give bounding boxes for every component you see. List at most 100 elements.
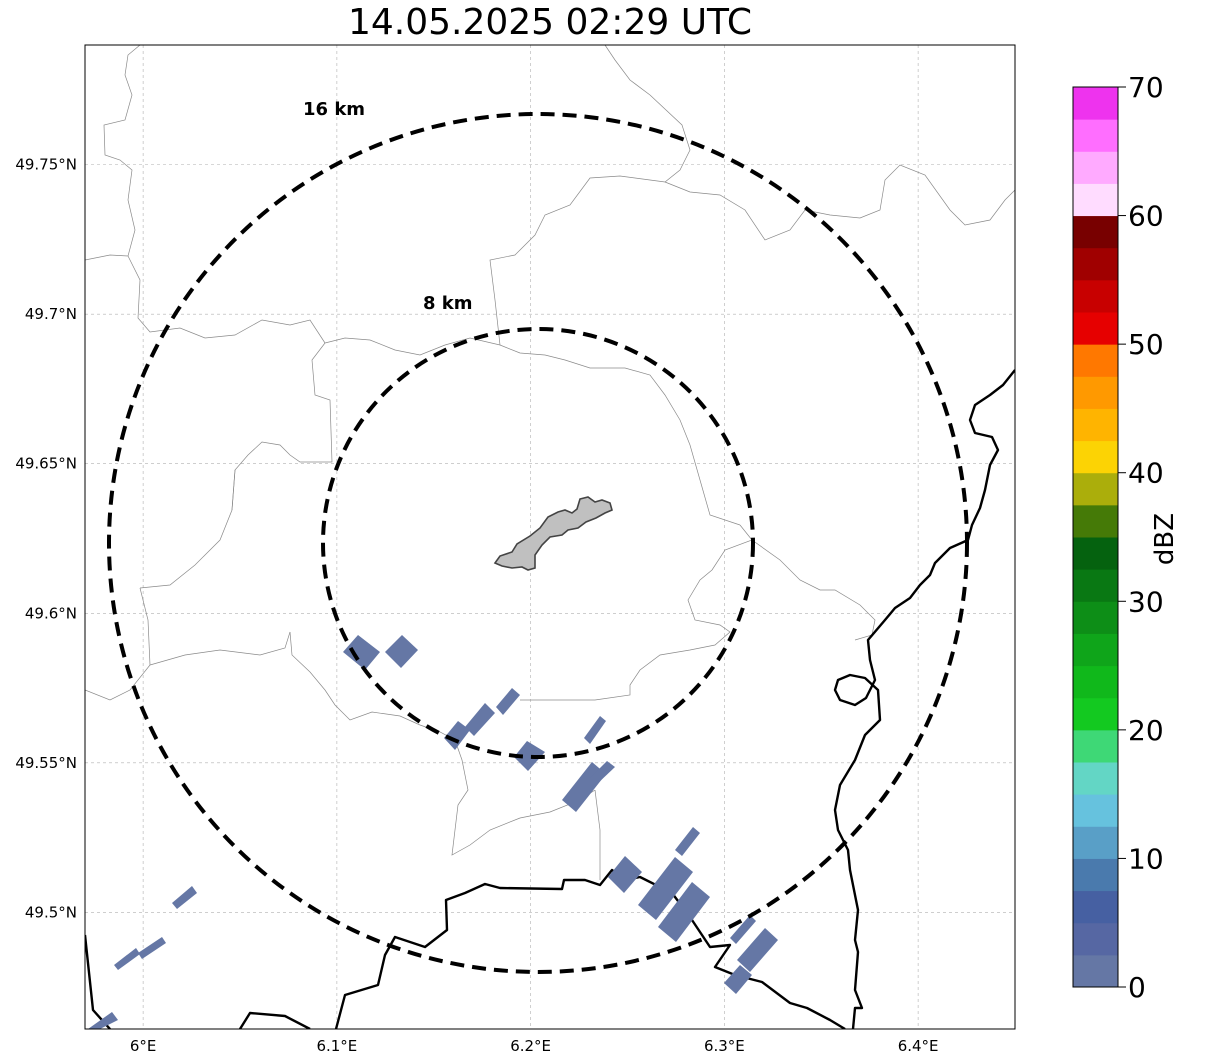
- border-line: [238, 1011, 311, 1029]
- colorbar-block: [1073, 440, 1118, 474]
- colorbar-block: [1073, 858, 1118, 892]
- boundary-line: [499, 344, 741, 526]
- colorbar-block: [1073, 408, 1118, 442]
- radar-echo: [730, 915, 756, 944]
- lon-tick-label: 6.4°E: [898, 1037, 939, 1055]
- colorbar-tick-label: 70: [1128, 71, 1164, 104]
- boundary-line: [489, 45, 691, 346]
- ring-label-16km: 16 km: [303, 99, 365, 120]
- lat-tick-label: 49.75°N: [15, 156, 77, 174]
- colorbar-block: [1073, 183, 1118, 217]
- radar-echo: [658, 882, 710, 942]
- radar-echo: [465, 703, 495, 736]
- colorbar-ticks: 0 10 20 30 40 50 60 70: [1118, 71, 1164, 1004]
- range-ring-16km: [107, 112, 969, 974]
- radar-echoes: [88, 635, 778, 1029]
- colorbar-block: [1073, 826, 1118, 859]
- city-area: [493, 496, 613, 571]
- radar-echo: [724, 965, 752, 994]
- lat-tick-label: 49.7°N: [25, 305, 77, 323]
- colorbar-block: [1073, 87, 1118, 120]
- axis-ticks: 6°E 6.1°E 6.2°E 6.3°E 6.4°E 49.5°N 49.55°N 49.6…: [15, 156, 938, 1055]
- boundary-line: [520, 524, 753, 701]
- lon-tick-label: 6.1°E: [316, 1037, 357, 1055]
- border-line: [833, 369, 1015, 1029]
- colorbar-block: [1073, 504, 1118, 538]
- radar-echo: [514, 741, 545, 771]
- colorbar-block: [1073, 665, 1118, 699]
- colorbar-block: [1073, 215, 1118, 249]
- colorbar-block: [1073, 151, 1118, 184]
- map-title: 14.05.2025 02:29 UTC: [347, 2, 753, 43]
- colorbar-block: [1073, 762, 1118, 795]
- boundary-line: [751, 539, 876, 641]
- radar-echo: [608, 856, 642, 893]
- colorbar-label: dBZ: [1150, 512, 1180, 566]
- boundary-line: [324, 337, 501, 356]
- radar-echo: [638, 857, 693, 920]
- radar-echo: [590, 761, 615, 785]
- colorbar-block: [1073, 472, 1118, 506]
- lon-tick-label: 6.2°E: [510, 1037, 551, 1055]
- radar-echo: [737, 928, 778, 972]
- lat-tick-label: 49.65°N: [15, 455, 77, 473]
- boundary-line: [594, 789, 601, 880]
- radar-echo: [343, 635, 380, 670]
- colorbar-tick-label: 20: [1128, 714, 1164, 747]
- municipal-boundaries: [85, 45, 1015, 880]
- colorbar-block: [1073, 601, 1118, 634]
- colorbar-block: [1073, 247, 1118, 281]
- colorbar-block: [1073, 633, 1118, 667]
- colorbar-block: [1073, 954, 1118, 988]
- lat-tick-label: 49.5°N: [25, 903, 77, 921]
- colorbar-block: [1073, 794, 1118, 827]
- colorbar-block: [1073, 537, 1118, 570]
- colorbar-block: [1073, 729, 1118, 763]
- radar-echo: [385, 635, 418, 668]
- colorbar-block: [1073, 376, 1118, 409]
- boundary-line: [85, 45, 141, 261]
- lon-tick-label: 6.3°E: [704, 1037, 745, 1055]
- colorbar-block: [1073, 119, 1118, 152]
- colorbar-block: [1073, 922, 1118, 956]
- radar-echo: [675, 827, 700, 856]
- radar-echo: [496, 688, 520, 715]
- ring-label-8km: 8 km: [423, 293, 473, 314]
- radar-echo: [172, 886, 197, 909]
- boundary-line: [85, 587, 151, 701]
- boundary-line: [149, 631, 291, 666]
- colorbar-frame: [1072, 86, 1119, 988]
- radar-echo: [584, 716, 606, 744]
- colorbar-blocks: [1073, 87, 1118, 988]
- boundary-line: [127, 255, 326, 344]
- range-ring-8km: [321, 327, 755, 759]
- graticule: [85, 45, 1015, 1029]
- colorbar-tick-label: 30: [1128, 585, 1164, 618]
- colorbar-block: [1073, 344, 1118, 377]
- map-frame: [84, 44, 1016, 1030]
- boundary-line: [139, 342, 333, 589]
- radar-echo: [88, 1012, 118, 1029]
- colorbar-block: [1073, 569, 1118, 602]
- colorbar-tick-label: 40: [1128, 457, 1164, 490]
- colorbar-tick-label: 10: [1128, 842, 1164, 875]
- colorbar-tick-label: 50: [1128, 328, 1164, 361]
- boundary-line: [231, 469, 236, 511]
- colorbar-tick-label: 0: [1128, 971, 1146, 1004]
- colorbar-block: [1073, 890, 1118, 924]
- lat-tick-label: 49.6°N: [25, 604, 77, 622]
- colorbar-block: [1073, 279, 1118, 313]
- boundary-line: [451, 739, 596, 856]
- colorbar-block: [1073, 312, 1118, 345]
- lon-tick-label: 6°E: [130, 1037, 157, 1055]
- lat-tick-label: 49.55°N: [15, 754, 77, 772]
- radar-echo: [444, 721, 470, 750]
- colorbar-tick-label: 60: [1128, 200, 1164, 233]
- colorbar-block: [1073, 697, 1118, 731]
- radar-echo: [114, 948, 140, 970]
- boundary-line: [664, 164, 1015, 241]
- radar-echo: [138, 937, 166, 959]
- range-rings: [107, 112, 969, 974]
